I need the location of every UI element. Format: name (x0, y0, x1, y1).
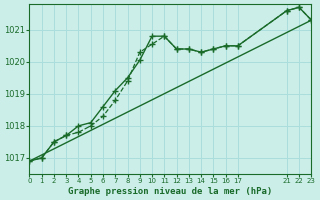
X-axis label: Graphe pression niveau de la mer (hPa): Graphe pression niveau de la mer (hPa) (68, 187, 273, 196)
